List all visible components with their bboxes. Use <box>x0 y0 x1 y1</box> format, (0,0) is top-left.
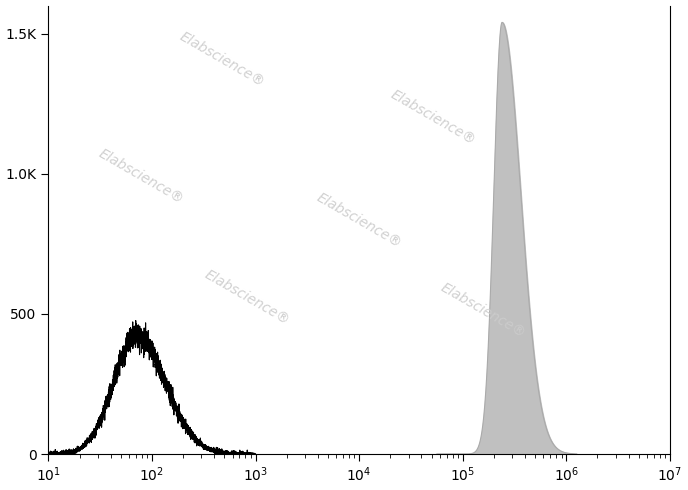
Text: Elabscience®: Elabscience® <box>96 146 186 206</box>
Text: Elabscience®: Elabscience® <box>438 280 528 341</box>
Text: Elabscience®: Elabscience® <box>389 88 479 147</box>
Text: Elabscience®: Elabscience® <box>314 191 404 251</box>
Text: Elabscience®: Elabscience® <box>202 267 292 327</box>
Text: Elabscience®: Elabscience® <box>178 29 268 89</box>
